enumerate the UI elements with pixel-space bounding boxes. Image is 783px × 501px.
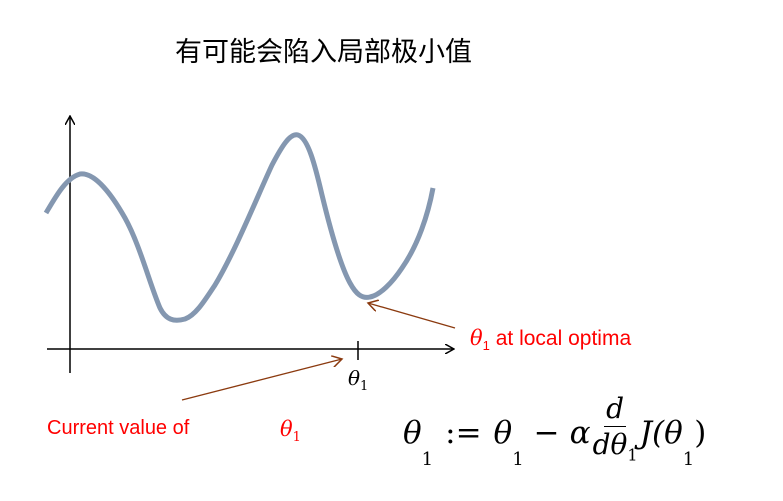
current-value-arrow: [181, 359, 342, 401]
cost-curve: [43, 132, 436, 323]
current-value-symbol: θ1: [280, 417, 301, 446]
local-optima-label: θ1 at local optima: [470, 326, 632, 354]
local-optima-arrow: [368, 303, 456, 329]
x-tick-label: θ1: [348, 366, 369, 394]
slide-title: 有可能会陷入局部极小值: [175, 37, 472, 68]
current-value-label: Current value of: [47, 417, 190, 439]
